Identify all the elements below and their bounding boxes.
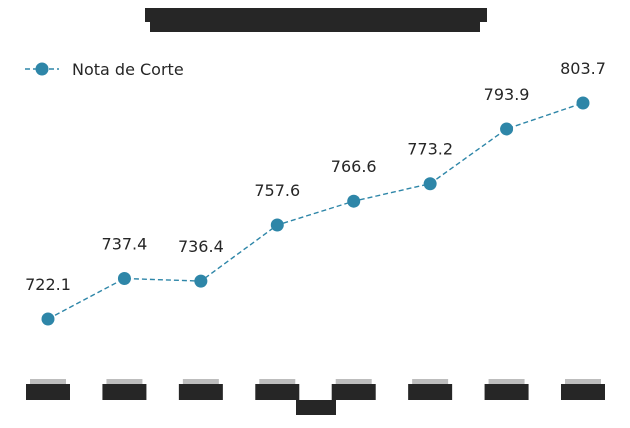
data-label-3: 736.4 (178, 237, 224, 256)
data-point-8 (576, 96, 590, 110)
data-point-6 (423, 177, 437, 191)
legend-label: Nota de Corte (72, 60, 184, 79)
x-tick-labels-redacted (26, 379, 605, 400)
data-points (41, 96, 590, 326)
x-axis-label-redacted (296, 400, 336, 415)
x-tick-label-1-redacted (26, 379, 70, 400)
data-point-3 (194, 274, 208, 288)
x-tick-label-8-redacted (561, 379, 605, 400)
data-label-6: 773.2 (407, 140, 453, 159)
data-label-1: 722.1 (25, 275, 71, 294)
data-point-1 (41, 312, 55, 326)
data-label-5: 766.6 (331, 157, 377, 176)
data-label-8: 803.7 (560, 59, 606, 78)
data-point-7 (500, 122, 514, 136)
data-label-7: 793.9 (484, 85, 530, 104)
x-tick-label-7-redacted (484, 379, 529, 400)
series-line-nota-de-corte (47, 102, 584, 320)
legend-marker-swatch (35, 62, 49, 76)
x-tick-label-5-redacted (331, 379, 376, 400)
data-point-2 (117, 272, 131, 285)
x-tick-label-4-redacted (255, 379, 300, 400)
data-point-5 (347, 194, 361, 208)
data-label-4: 757.6 (254, 181, 300, 200)
data-point-4 (270, 218, 284, 232)
x-tick-label-3-redacted (178, 379, 223, 400)
x-tick-label-6-redacted (408, 379, 453, 400)
data-label-2: 737.4 (102, 235, 148, 254)
legend: Nota de Corte (25, 60, 184, 79)
x-tick-label-2-redacted (102, 379, 147, 400)
chart-title-redacted (145, 8, 487, 32)
data-labels: 722.1 737.4 736.4 757.6 766.6 773.2 793.9 803.7 (25, 59, 606, 294)
